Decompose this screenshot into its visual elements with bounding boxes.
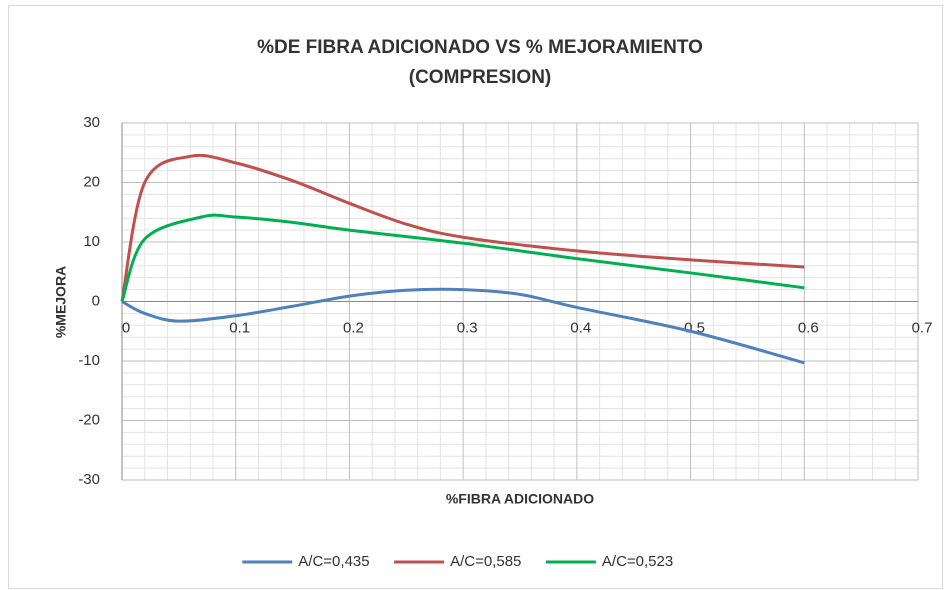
- y-tick-label: 30: [83, 114, 100, 131]
- y-tick-label: -30: [78, 471, 100, 488]
- series-line: [120, 153, 805, 302]
- x-tick-label: 0: [122, 319, 130, 336]
- legend-label: A/C=0,435: [298, 553, 369, 570]
- x-axis-title: %FIBRA ADICIONADO: [446, 491, 594, 507]
- x-tick-label: 0.3: [457, 319, 478, 336]
- chart-title: (COMPRESION): [409, 67, 552, 88]
- x-tick-label: 0.2: [343, 319, 364, 336]
- y-tick-label: 20: [83, 173, 100, 190]
- series-line: [121, 287, 805, 365]
- chart-title: %DE FIBRA ADICIONADO VS % MEJORAMIENTO: [257, 37, 703, 58]
- y-tick-label: -10: [78, 352, 100, 369]
- y-tick-label: 0: [92, 292, 100, 309]
- series-line: [120, 213, 805, 303]
- y-axis-title: %MEJORA: [53, 266, 69, 338]
- y-tick-label: 10: [83, 233, 100, 250]
- x-tick-label: 0.1: [229, 319, 250, 336]
- x-tick-label: 0.4: [570, 319, 591, 336]
- y-tick-label: -20: [78, 411, 100, 428]
- x-tick-label: 0.7: [912, 319, 933, 336]
- chart-border: [8, 5, 943, 589]
- x-tick-label: 0.6: [798, 319, 819, 336]
- legend-label: A/C=0,585: [450, 553, 521, 570]
- legend-label: A/C=0,523: [602, 553, 673, 570]
